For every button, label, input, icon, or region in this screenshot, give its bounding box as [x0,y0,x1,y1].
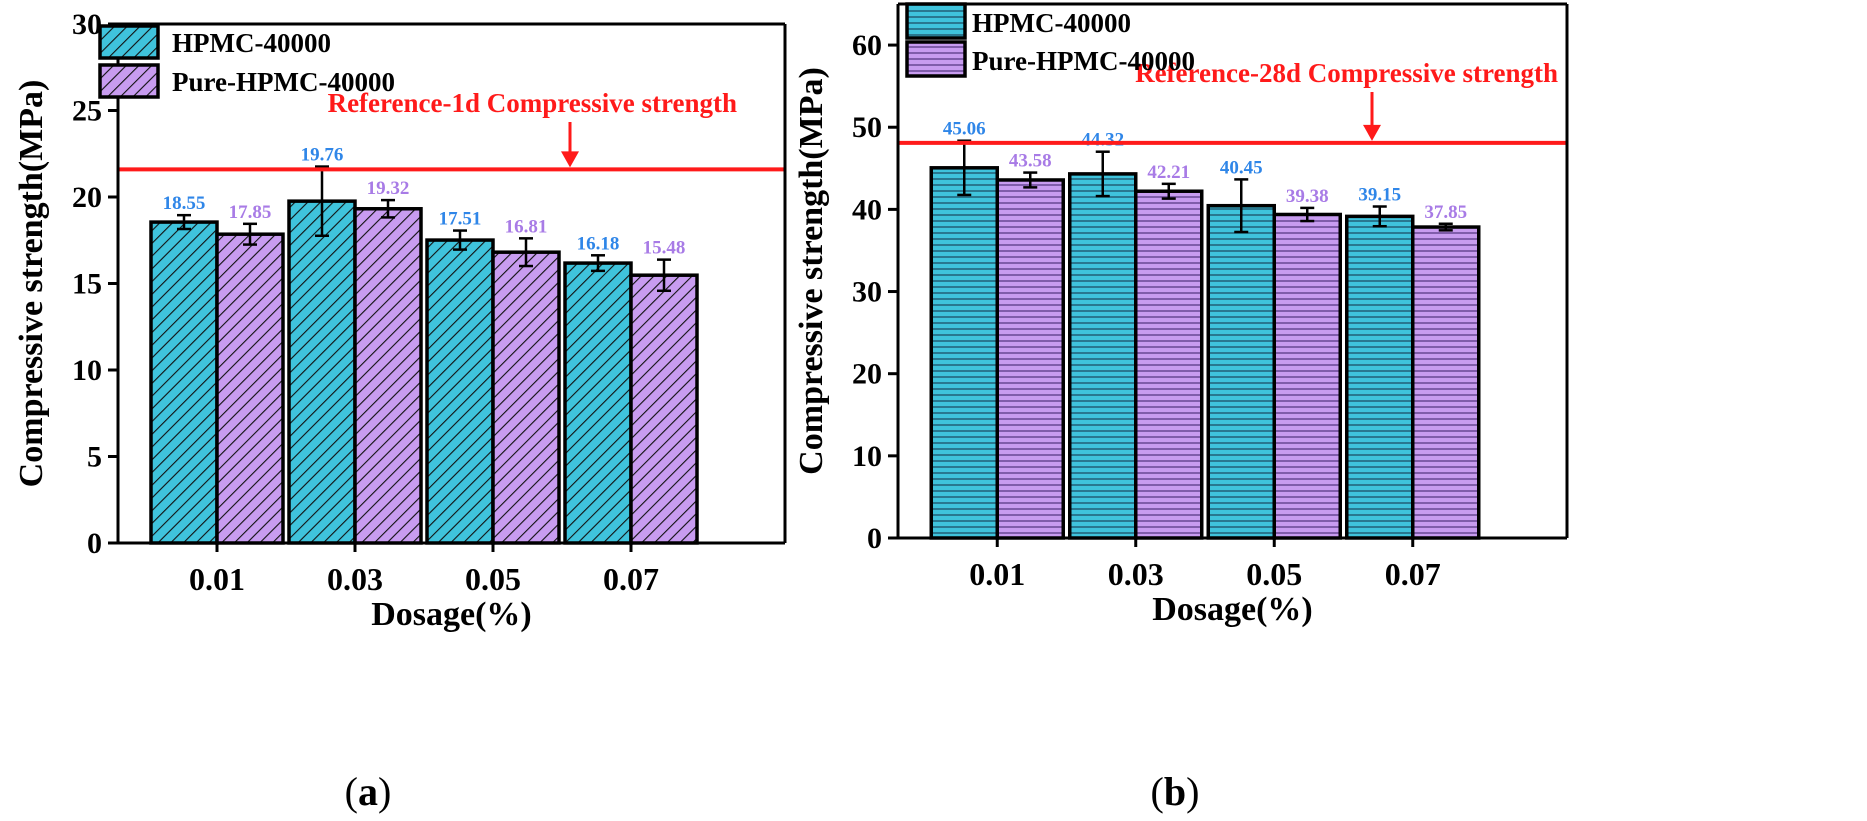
x-tick-label: 0.07 [603,561,659,597]
reference-label: Reference-28d Compressive strength [1135,58,1558,88]
value-label: 17.51 [439,209,482,230]
value-label: 19.32 [367,178,410,199]
value-label: 40.45 [1220,157,1263,178]
x-axis-title: Dosage(%) [1152,591,1313,628]
bar-b-hpmc-0.03 [1068,172,1138,540]
x-tick-label: 0.01 [969,556,1025,592]
value-label: 16.18 [577,233,620,254]
value-label: 45.06 [943,119,986,140]
bar-b-hpmc-0.05 [1206,203,1276,540]
y-tick-label: 25 [72,95,102,128]
x-tick-label: 0.05 [1246,556,1302,592]
error-bar-a-1-1 [381,198,395,219]
reference-label: Reference-1d Compressive strength [328,88,737,118]
panel-b-chart: 45.06 44.32 40.45 39.15 43.58 42.21 39.38 37.85… [793,2,1569,814]
error-bar-a-0-0 [177,213,191,231]
value-label: 19.76 [301,145,344,166]
legend-swatch-hpmc [98,24,160,60]
y-tick-label: 30 [72,8,102,41]
value-label: 44.32 [1081,130,1124,151]
x-tick-label: 0.03 [327,561,383,597]
bar-a-pure-0.05 [491,250,561,545]
x-tick-label: 0.01 [189,561,245,597]
value-label: 17.85 [229,202,272,223]
error-bar-a-1-0 [243,222,257,246]
error-bar-b-1-1 [1161,182,1176,200]
legend-label-pure: Pure-HPMC-40000 [172,67,395,97]
bar-b-pure-0.01 [995,178,1065,540]
value-label: 18.55 [163,193,206,214]
error-bar-b-1-2 [1300,206,1315,223]
legend-swatch-hpmc [905,2,967,40]
bar-b-pure-0.03 [1134,189,1204,540]
error-bar-a-1-2 [519,237,533,268]
legend-swatch-pure [905,40,967,78]
error-bar-b-1-0 [1023,171,1038,189]
y-axis-title: Compressive strength(MPa) [13,80,50,488]
bar-a-pure-0.07 [629,273,699,545]
bar-b-pure-0.07 [1411,225,1481,540]
y-tick-label: 30 [852,276,882,309]
bar-a-hpmc-0.05 [425,238,495,545]
bar-b-hpmc-0.07 [1345,214,1415,540]
value-label: 37.85 [1424,202,1467,223]
y-tick-label: 60 [852,29,882,62]
error-bar-b-0-3 [1372,205,1387,228]
bar-b-pure-0.05 [1272,212,1342,540]
y-tick-label: 0 [87,527,102,560]
bar-b-hpmc-0.01 [929,166,999,540]
y-tick-label: 20 [852,358,882,391]
value-label: 16.81 [505,216,548,237]
bar-a-hpmc-0.07 [563,261,633,545]
x-axis-title: Dosage(%) [371,596,532,633]
error-bar-b-0-0 [957,139,972,197]
error-bar-b-0-1 [1095,150,1110,198]
reference-arrow-head [1363,124,1381,141]
y-tick-label: 10 [852,440,882,473]
x-tick-label: 0.03 [1108,556,1164,592]
bar-a-pure-0.03 [353,207,423,545]
legend-swatch-pure [98,63,160,99]
error-bar-a-0-3 [591,254,605,273]
error-bar-b-1-3 [1438,222,1453,232]
panel-a-chart: 18.55 19.76 17.51 16.18 17.85 19.32 16.81 15.48… [13,8,787,814]
error-bar-a-1-3 [657,258,671,293]
reference-arrow-head [561,151,579,168]
value-label: 39.38 [1286,186,1329,207]
y-tick-label: 50 [852,111,882,144]
error-bar-a-0-2 [453,229,467,251]
bar-a-pure-0.01 [215,232,285,545]
legend-label-pure: Pure-HPMC-40000 [972,46,1195,76]
y-axis-title: Compressive strength(MPa) [793,67,830,475]
x-tick-label: 0.07 [1385,556,1441,592]
y-tick-label: 0 [867,522,882,555]
x-tick-label: 0.05 [465,561,521,597]
legend-label-hpmc: HPMC-40000 [172,28,331,58]
y-tick-label: 5 [87,441,102,474]
panel-label: (b) [1151,769,1200,814]
y-tick-label: 40 [852,193,882,226]
y-tick-label: 20 [72,181,102,214]
value-label: 15.48 [643,238,686,259]
legend-label-hpmc: HPMC-40000 [972,8,1131,38]
y-tick-label: 15 [72,268,102,301]
value-label: 43.58 [1009,151,1052,172]
error-bar-b-0-2 [1234,178,1249,234]
value-label: 42.21 [1147,162,1190,183]
bar-a-hpmc-0.03 [287,199,357,545]
panel-label: (a) [345,769,392,814]
y-tick-label: 10 [72,354,102,387]
bar-a-hpmc-0.01 [149,220,219,545]
value-label: 39.15 [1358,185,1401,206]
error-bar-a-0-1 [315,165,329,238]
